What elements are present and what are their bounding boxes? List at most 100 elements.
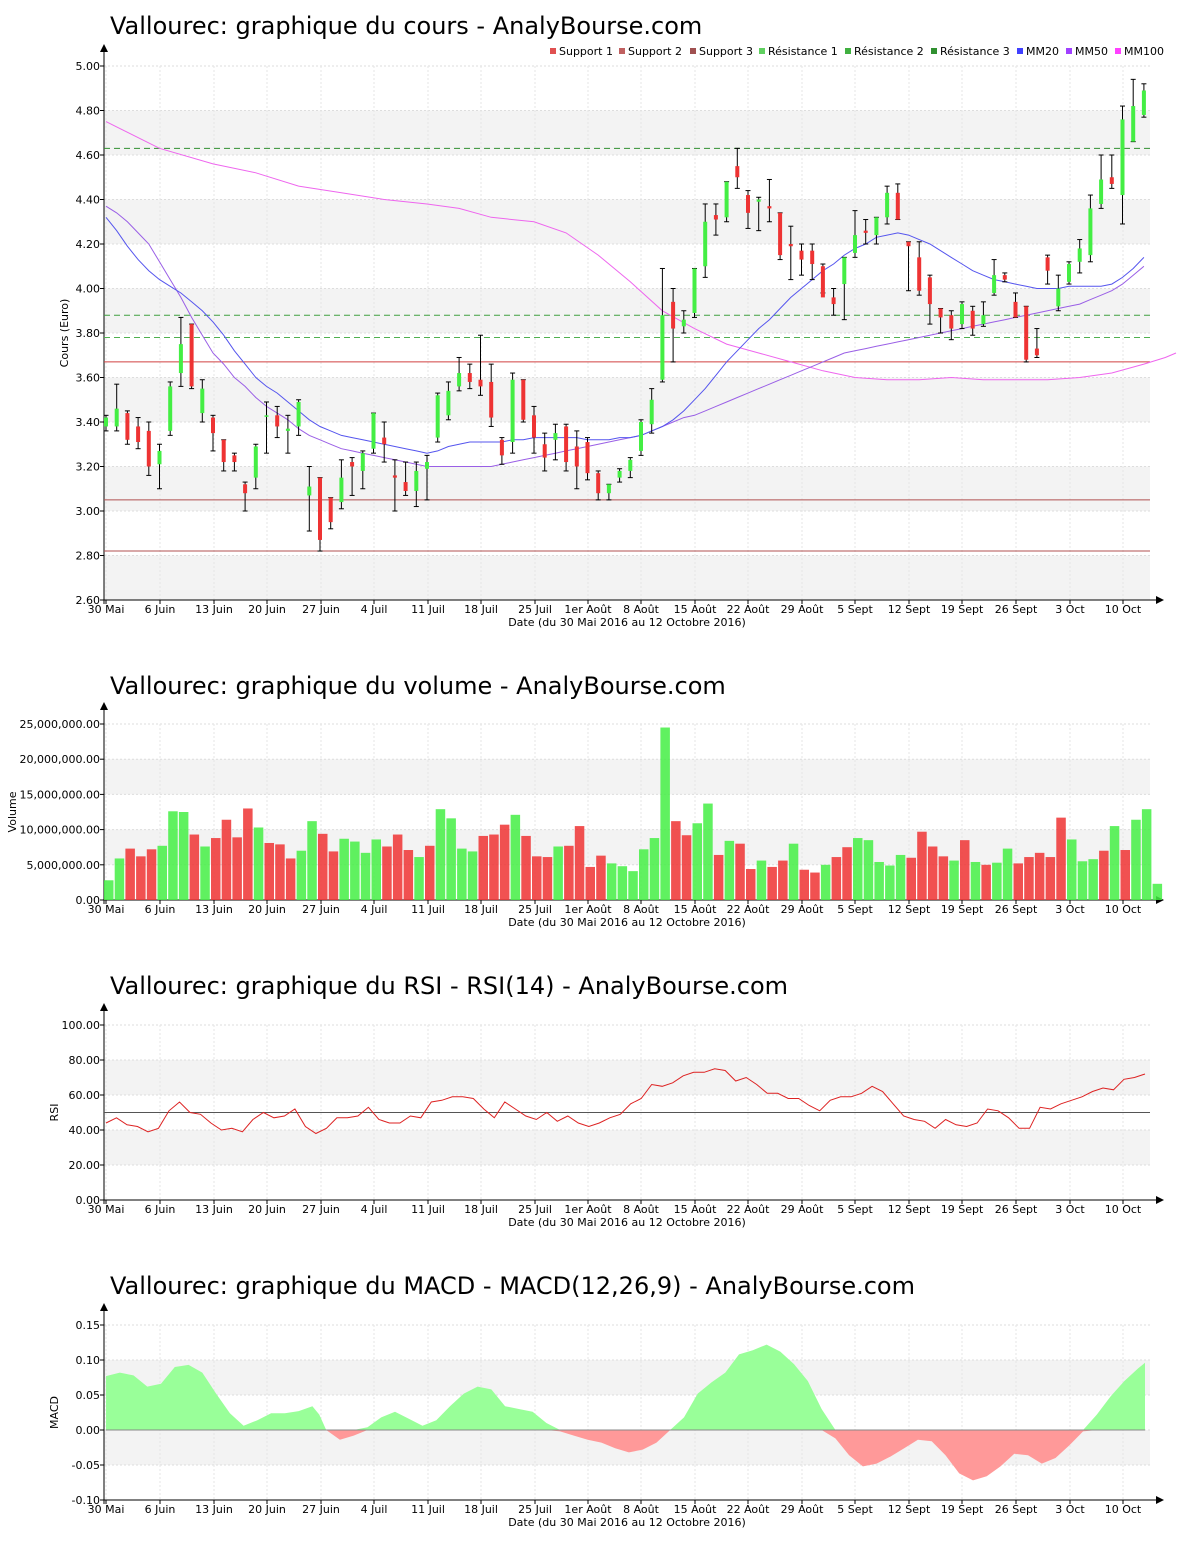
candle-body	[253, 446, 258, 478]
grid-band	[104, 110, 1150, 155]
volume-bar	[1024, 857, 1034, 900]
y-tick-label: 100.00	[62, 1019, 101, 1032]
candle-body	[1109, 177, 1114, 184]
candle-body	[510, 379, 515, 443]
x-tick-label: 4 Juil	[361, 603, 388, 616]
volume-bar	[392, 834, 403, 900]
volume-bar	[917, 831, 927, 900]
grid-band	[104, 759, 1150, 795]
x-tick-label: 6 Juin	[145, 603, 176, 616]
x-tick-label: 6 Juin	[145, 1203, 176, 1216]
volume-bar	[382, 846, 392, 900]
candle-body	[853, 235, 857, 253]
volume-bar	[157, 845, 167, 900]
x-tick-label: 15 Août	[674, 603, 718, 616]
mm20-line	[105, 216, 1145, 454]
volume-bar	[981, 864, 991, 900]
volume-bar	[906, 857, 916, 900]
x-tick-label: 18 Juil	[464, 1203, 498, 1216]
legend-swatch	[690, 48, 696, 54]
volume-bar	[285, 858, 296, 900]
x-tick-label: 18 Juil	[464, 603, 498, 616]
x-tick-label: 5 Sept	[837, 1203, 873, 1216]
y-axis-arrow	[100, 1303, 108, 1311]
y-tick-label: 3.40	[76, 416, 101, 429]
candle-body	[1013, 301, 1018, 318]
candle-body	[114, 408, 119, 427]
x-tick-label: 6 Juin	[145, 1503, 176, 1516]
legend-label: Support 1	[559, 45, 613, 58]
volume-bar	[842, 847, 852, 900]
candle-body	[478, 379, 483, 387]
x-tick-label: 5 Sept	[837, 603, 873, 616]
candle-body	[243, 484, 248, 494]
volume-bar	[1088, 859, 1098, 900]
legend-swatch	[931, 48, 937, 54]
x-tick-label: 20 Juin	[248, 903, 286, 916]
candle-body	[949, 315, 954, 329]
y-tick-label: 4.40	[76, 194, 101, 207]
candle-body	[467, 373, 472, 382]
volume-bar	[799, 869, 809, 900]
x-tick-label: 12 Sept	[888, 903, 931, 916]
candle-body	[639, 422, 643, 451]
x-axis-arrow	[1156, 596, 1164, 604]
volume-bar	[435, 809, 446, 900]
candle-body	[885, 192, 890, 218]
candle-body	[232, 455, 237, 463]
candle-body	[521, 379, 526, 420]
x-axis-arrow	[1156, 1196, 1164, 1204]
x-tick-label: 1er Août	[564, 1203, 612, 1216]
grid-band	[104, 199, 1150, 244]
legend-swatch	[845, 48, 851, 54]
candle-body	[981, 315, 986, 325]
x-tick-label: 26 Sept	[995, 1203, 1038, 1216]
volume-bar	[681, 835, 692, 900]
chart-title: Vallourec: graphique du cours - AnalyBou…	[110, 12, 702, 40]
volume-bar	[318, 833, 328, 900]
candle-body	[906, 241, 911, 247]
candle-body	[863, 230, 868, 233]
candle-body	[756, 199, 761, 202]
macd-positive-area	[106, 1344, 1145, 1430]
volume-bar	[735, 843, 745, 900]
candle-body	[1141, 90, 1146, 115]
y-tick-label: 0.15	[76, 1319, 101, 1332]
x-tick-label: 3 Oct	[1055, 903, 1085, 916]
candle-body	[617, 470, 622, 478]
candle-body	[692, 268, 697, 313]
candle-body	[1067, 264, 1071, 282]
price-chart-panel: Vallourec: graphique du cours - AnalyBou…	[0, 0, 1200, 640]
volume-bar	[1077, 861, 1088, 900]
macd-chart-panel: Vallourec: graphique du MACD - MACD(12,2…	[0, 1260, 1200, 1545]
volume-bar	[104, 880, 114, 900]
x-tick-label: 19 Sept	[941, 1503, 984, 1516]
candle-body	[221, 439, 226, 463]
volume-bar	[1131, 819, 1141, 900]
x-tick-label: 15 Août	[674, 1503, 718, 1516]
volume-bar	[767, 866, 777, 900]
x-tick-label: 25 Juil	[518, 1203, 552, 1216]
x-tick-label: 10 Oct	[1105, 1203, 1142, 1216]
y-tick-label: 5.00	[76, 60, 101, 73]
volume-bar	[136, 856, 146, 900]
x-tick-label: 25 Juil	[518, 603, 552, 616]
x-tick-label: 22 Août	[727, 1503, 771, 1516]
legend-label: Support 2	[628, 45, 682, 58]
mm50-line	[105, 205, 1145, 467]
y-tick-label: 4.20	[76, 238, 101, 251]
candle-body	[168, 386, 173, 431]
volume-bar	[264, 842, 274, 900]
candle-body	[585, 442, 590, 474]
y-axis-label: Volume	[6, 791, 19, 832]
volume-bar	[1067, 839, 1077, 900]
volume-bar	[542, 857, 553, 900]
volume-bar	[703, 803, 713, 900]
volume-bar	[221, 819, 232, 900]
candle-body	[532, 415, 536, 438]
candle-body	[104, 417, 108, 427]
volume-bar	[724, 840, 735, 900]
candle-body	[328, 497, 333, 523]
candle-body	[1024, 306, 1029, 360]
candle-body	[189, 324, 194, 387]
